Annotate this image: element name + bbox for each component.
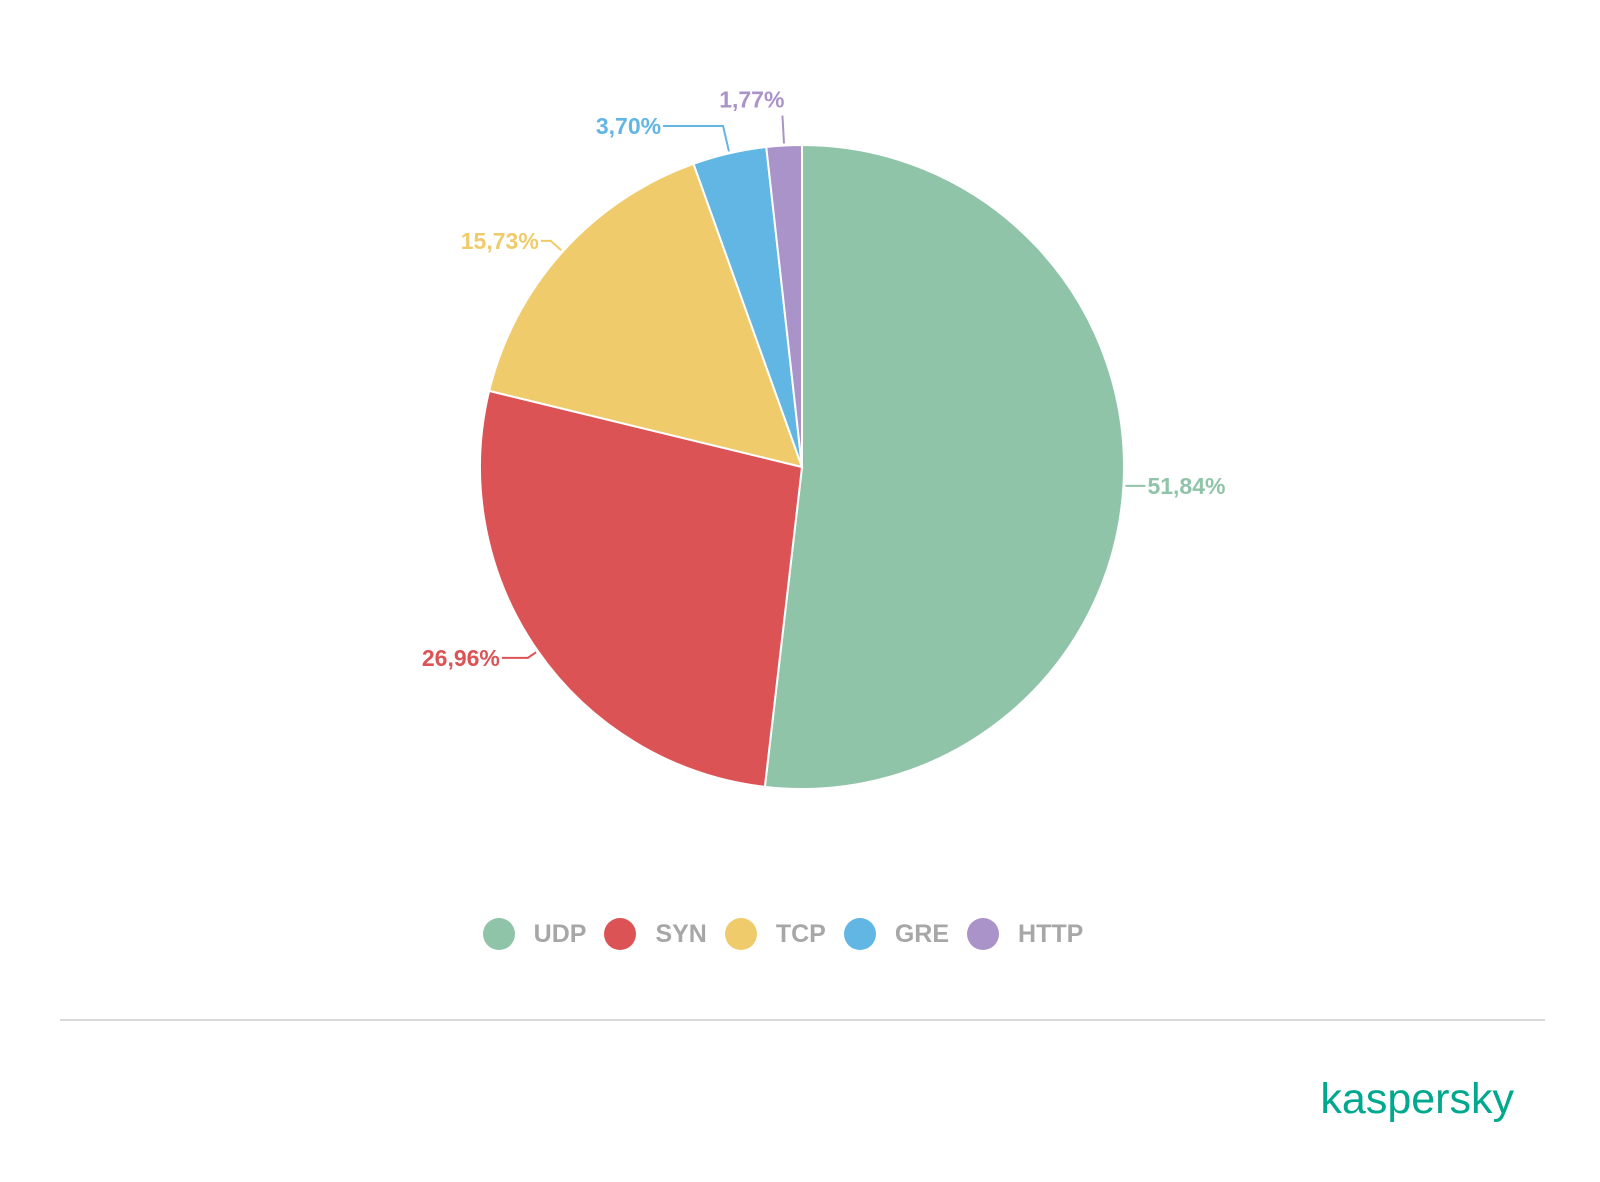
data-label-tcp: 15,73% <box>461 228 539 254</box>
legend-label-tcp: TCP <box>775 919 826 948</box>
footer-divider <box>60 1019 1545 1021</box>
pie-slice-syn[interactable] <box>479 389 804 788</box>
leader-line-http <box>781 115 785 144</box>
data-label-gre: 3,70% <box>596 113 661 139</box>
pie-slice-tcp[interactable] <box>487 162 804 469</box>
legend-swatch-syn <box>604 918 637 950</box>
legend-label-http: HTTP <box>1018 919 1084 948</box>
legend-item-tcp[interactable]: TCP <box>724 918 826 950</box>
data-label-syn: 26,96% <box>422 645 500 671</box>
legend-label-syn: SYN <box>655 919 707 948</box>
data-label-http: 1,77% <box>719 87 784 113</box>
leader-line-tcp <box>540 239 562 251</box>
leader-line-syn <box>501 651 537 659</box>
kaspersky-logo: kaspersky <box>1320 1075 1514 1123</box>
legend-item-syn[interactable]: SYN <box>604 918 707 950</box>
legend-item-http[interactable]: HTTP <box>967 918 1083 950</box>
legend-swatch-udp <box>482 918 515 950</box>
legend-swatch-tcp <box>724 918 757 950</box>
pie-slice-http[interactable] <box>765 143 803 468</box>
legend-item-gre[interactable]: GRE <box>843 918 950 950</box>
legend-swatch-http <box>967 918 1000 950</box>
pie-slice-udp[interactable] <box>763 143 1125 790</box>
data-label-udp: 51,84% <box>1147 473 1225 499</box>
legend-swatch-gre <box>843 918 876 950</box>
legend-item-udp[interactable]: UDP <box>482 918 587 950</box>
chart-legend: UDP SYN TCP GRE HTTP <box>0 918 1600 950</box>
leader-line-gre <box>663 125 730 152</box>
legend-label-gre: GRE <box>894 919 950 948</box>
legend-label-udp: UDP <box>533 919 587 948</box>
